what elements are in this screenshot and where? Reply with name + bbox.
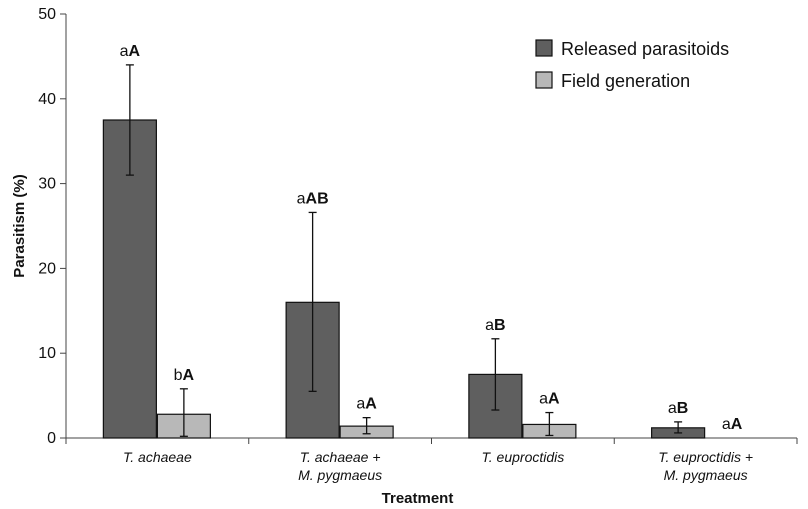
significance-label: bA [174, 367, 195, 384]
significance-lower: a [539, 391, 548, 408]
significance-upper: A [365, 396, 377, 413]
significance-label: aA [539, 391, 560, 408]
significance-label: aAB [297, 190, 329, 207]
x-category-label-line: T. euproctidis [482, 449, 565, 465]
legend-label: Released parasitoids [561, 39, 729, 59]
significance-label: aA [120, 43, 141, 60]
y-tick-label: 20 [38, 260, 56, 277]
x-category-label-line: T. achaeae [123, 449, 192, 465]
x-category-label-line: M. pygmaeus [664, 467, 748, 483]
x-axis-title: Treatment [382, 490, 454, 507]
significance-upper: A [129, 43, 141, 60]
significance-lower: a [297, 190, 306, 207]
x-category-label-line: M. pygmaeus [298, 467, 382, 483]
significance-label: aA [356, 396, 377, 413]
significance-lower: a [485, 317, 494, 334]
x-category-label: T. euproctidis + M. pygmaeus [658, 449, 753, 483]
x-category-label: T. achaeae + M. pygmaeus [298, 449, 382, 483]
significance-upper: A [731, 416, 743, 433]
x-category-label-line: T. euproctidis + [658, 449, 753, 465]
error-bars [125, 64, 683, 437]
significance-upper: AB [306, 190, 329, 207]
legend-label: Field generation [561, 71, 690, 91]
significance-lower: a [722, 416, 731, 433]
x-category-label: T. achaeae [123, 449, 192, 465]
x-category-label-line: T. achaeae + [300, 449, 381, 465]
y-tick-label: 30 [38, 176, 56, 193]
significance-label: aB [668, 400, 688, 417]
significance-upper: A [183, 367, 195, 384]
x-category-label: T. euproctidis [482, 449, 565, 465]
legend: Released parasitoids Field generation [535, 39, 729, 91]
y-tick-label: 0 [47, 430, 56, 447]
y-axis-title: Parasitism (%) [11, 174, 28, 277]
y-tick-label: 40 [38, 91, 56, 108]
significance-lower: a [356, 396, 365, 413]
significance-upper: B [494, 317, 506, 334]
significance-lower: b [174, 367, 183, 384]
y-tick-label: 50 [38, 6, 56, 23]
bars [102, 119, 706, 439]
y-tick-label: 10 [38, 345, 56, 362]
significance-upper: B [677, 400, 689, 417]
significance-label: aA [722, 416, 743, 433]
significance-lower: a [668, 400, 677, 417]
significance-label: aB [485, 317, 505, 334]
significance-lower: a [120, 43, 129, 60]
legend-swatch [535, 71, 553, 89]
legend-swatch [535, 39, 553, 57]
significance-upper: A [548, 391, 560, 408]
